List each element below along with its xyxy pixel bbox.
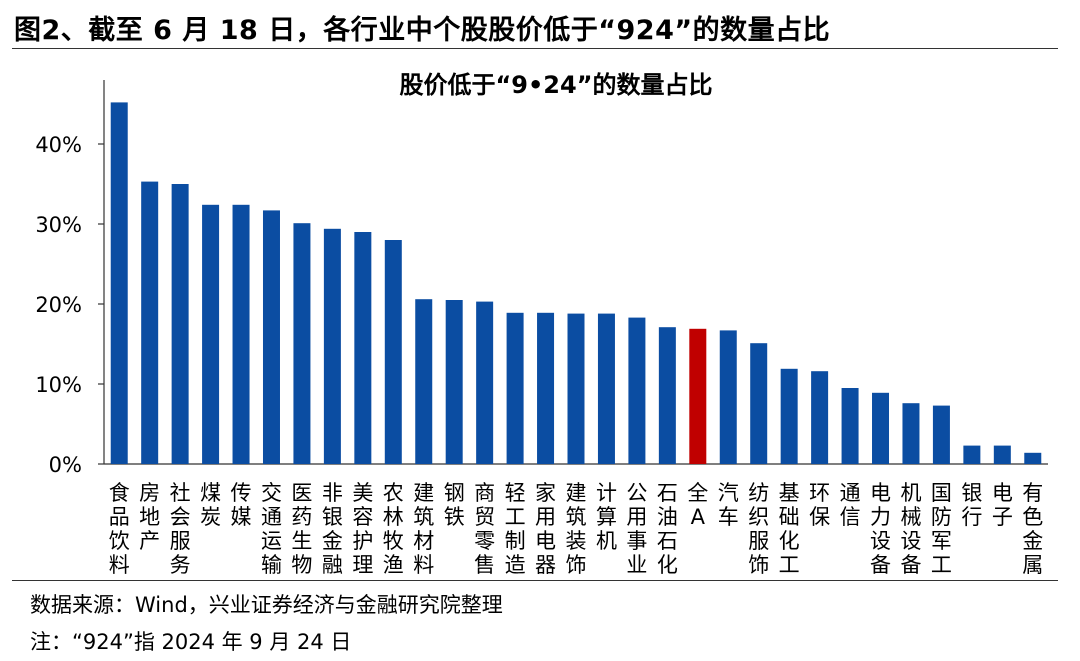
x-tick-label: 环保 xyxy=(809,481,830,529)
bar-29 xyxy=(993,445,1011,464)
bar-6 xyxy=(293,223,311,464)
bar-16 xyxy=(597,313,615,464)
x-tick-label: 交通运输 xyxy=(261,481,282,577)
x-tick-label: 通信 xyxy=(840,481,861,529)
y-tick-label: 20% xyxy=(35,293,82,317)
x-tick-label: 计算机 xyxy=(596,481,617,553)
x-tick-label: 银行 xyxy=(961,481,982,529)
y-tick-label: 40% xyxy=(35,133,82,157)
x-tick-label: 食品饮料 xyxy=(109,481,130,577)
x-tick-label: 电子 xyxy=(992,481,1013,529)
bar-9 xyxy=(384,240,402,464)
x-tick-label: 社会服务 xyxy=(170,481,191,577)
bar-26 xyxy=(902,403,920,464)
bar-13 xyxy=(506,312,524,464)
bar-12 xyxy=(476,301,494,464)
bar-21 xyxy=(750,343,768,464)
bar-5 xyxy=(262,210,280,464)
bar-27 xyxy=(932,405,950,464)
x-tick-label: 煤炭 xyxy=(200,481,221,529)
x-tick-label: 公用事业 xyxy=(626,481,647,577)
bar-15 xyxy=(567,313,585,464)
x-tick-label: 传媒 xyxy=(231,481,252,529)
bar-22 xyxy=(780,368,798,464)
x-tick-label: 钢铁 xyxy=(444,481,465,529)
x-tick-label: 石油石化 xyxy=(657,481,678,577)
source-divider xyxy=(12,580,1058,581)
x-tick-label: 基础化工 xyxy=(779,481,800,577)
bar-23 xyxy=(811,371,829,464)
bar-14 xyxy=(537,312,555,464)
bar-1 xyxy=(141,181,159,464)
x-tick-label: 建筑材料 xyxy=(413,481,434,577)
bar-28 xyxy=(963,445,981,464)
y-tick-label: 0% xyxy=(49,453,82,477)
x-tick-label: 电力设备 xyxy=(870,481,891,577)
figure-title: 图2、截至 6 月 18 日，各行业中个股股价低于“924”的数量占比 xyxy=(14,15,831,46)
bar-7 xyxy=(323,228,341,464)
bar-chart: 股价低于“9•24”的数量占比 0% 10% 20% 30% 40% 食品饮料房地产社会… xyxy=(35,71,1048,577)
x-tick-label: 房地产 xyxy=(139,481,160,553)
bar-24 xyxy=(841,388,859,464)
bar-2 xyxy=(171,184,189,464)
x-tick-labels: 食品饮料房地产社会服务煤炭传媒交通运输医药生物非银金融美容护理农林牧渔建筑材料钢… xyxy=(109,481,1044,577)
axes: 0% 10% 20% 30% 40% xyxy=(35,80,1048,477)
y-tick-label: 10% xyxy=(35,373,82,397)
bar-11 xyxy=(445,300,463,464)
x-tick-label: 机械设备 xyxy=(900,481,921,577)
x-tick-label: 商贸零售 xyxy=(474,481,495,577)
bar-17 xyxy=(628,317,646,464)
x-tick-label: 医药生物 xyxy=(291,481,312,577)
bar-0 xyxy=(110,102,128,465)
x-tick-label: 有色金属 xyxy=(1022,481,1043,577)
source-note: 数据来源：Wind，兴业证券经济与金融研究院整理 xyxy=(30,593,503,617)
y-tick-label: 30% xyxy=(35,213,82,237)
bar-20 xyxy=(719,330,737,464)
bar-19 xyxy=(689,328,707,464)
chart-title: 股价低于“9•24”的数量占比 xyxy=(400,71,713,99)
bar-25 xyxy=(872,392,890,464)
bar-18 xyxy=(658,327,676,464)
x-tick-label: 国防军工 xyxy=(931,481,952,577)
x-tick-label: 轻工制造 xyxy=(505,481,526,577)
bars xyxy=(110,102,1042,465)
bar-8 xyxy=(354,232,372,464)
x-tick-label: 非银金融 xyxy=(322,481,343,577)
x-tick-label: 美容护理 xyxy=(352,481,373,577)
bar-10 xyxy=(415,299,433,464)
title-divider xyxy=(12,48,1058,49)
bar-3 xyxy=(202,204,220,465)
x-tick-label: 纺织服饰 xyxy=(748,481,769,577)
x-tick-label: 汽车 xyxy=(718,481,739,529)
x-tick-label: 农林牧渔 xyxy=(383,481,404,577)
footnote: 注：“924”指 2024 年 9 月 24 日 xyxy=(30,630,352,654)
x-tick-label: 建筑装饰 xyxy=(566,481,587,577)
bar-30 xyxy=(1024,452,1042,464)
x-tick-label: 家用电器 xyxy=(535,481,556,577)
bar-4 xyxy=(232,204,250,465)
